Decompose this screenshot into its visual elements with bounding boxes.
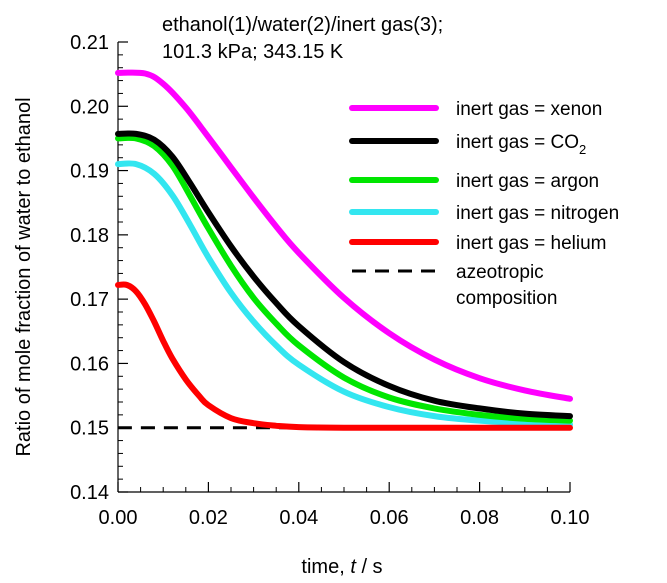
x-tick-label: 0.06: [370, 507, 409, 529]
legend-label-3: inert gas = nitrogen: [456, 203, 619, 224]
series-line-1: [115, 130, 573, 420]
legend-label-2: inert gas = argon: [456, 171, 599, 192]
legend-label-1: inert gas = CO2: [456, 132, 586, 157]
chart-subtitle: 101.3 kPa; 343.15 K: [162, 41, 344, 63]
series-line-2: [115, 134, 573, 424]
y-tick-label: 0.20: [70, 96, 109, 118]
chart-title: ethanol(1)/water(2)/inert gas(3);: [162, 14, 443, 36]
y-tick-label: 0.16: [70, 353, 109, 375]
y-tick-label: 0.18: [70, 225, 109, 247]
x-axis-label: time, t / s: [301, 556, 382, 578]
legend-label-5-1: composition: [456, 288, 557, 309]
x-tick-label: 0.02: [189, 507, 228, 529]
y-tick-label: 0.19: [70, 161, 109, 183]
series-line-3: [115, 160, 573, 428]
legend: inert gas = xenon inert gas = CO2 inert ga…: [349, 99, 619, 309]
y-tick-label: 0.21: [70, 32, 109, 54]
x-tick-label: 0.10: [551, 507, 590, 529]
chart-title-group: ethanol(1)/water(2)/inert gas(3); 101.3 …: [162, 14, 443, 63]
y-tick-label: 0.15: [70, 418, 109, 440]
y-axis-label: Ratio of mole fraction of water to ethan…: [13, 97, 35, 456]
legend-label-0: inert gas = xenon: [456, 99, 602, 120]
y-tick-label: 0.17: [70, 289, 109, 311]
y-tick-label: 0.14: [70, 482, 109, 504]
x-tick-label: 0.08: [460, 507, 499, 529]
legend-label-4: inert gas = helium: [456, 233, 607, 254]
series-line-0: [115, 69, 573, 402]
series-layer: [115, 69, 573, 431]
axes: 0.14 0.15 0.16 0.17 0.18 0.19 0.20 0.21 0.00 0.02…: [70, 32, 589, 529]
legend-label-5-0: azeotropic: [456, 262, 544, 283]
x-tick-label: 0.04: [279, 507, 318, 529]
x-tick-label: 0.00: [99, 507, 138, 529]
series-line-4: [115, 281, 573, 431]
